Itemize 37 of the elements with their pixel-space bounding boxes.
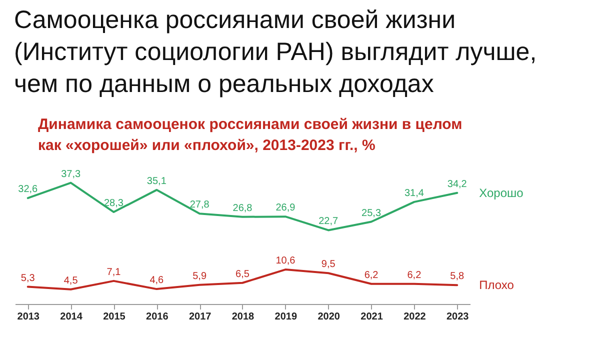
data-label: 5,8 [450, 271, 465, 282]
x-tick-label: 2013 [17, 312, 40, 322]
x-tick-label: 2023 [446, 312, 470, 322]
data-label: 28,3 [104, 198, 124, 210]
data-label: 26,8 [232, 202, 253, 214]
chart-title: Самооценка россиянами своей жизни (Институт социологии РАН) выглядит лучше, чем по данным о реальных доходах [13, 5, 538, 100]
data-label: 34,2 [447, 178, 468, 190]
series-label: Плохо [479, 278, 514, 292]
x-tick-label: 2014 [60, 312, 83, 322]
data-label: 10,6 [276, 256, 296, 267]
data-label: 5,9 [192, 270, 207, 282]
x-tick-label: 2022 [404, 312, 426, 322]
series-label: Хорошо [479, 186, 524, 200]
x-tick-label: 2018 [232, 312, 255, 322]
data-label: 22,7 [318, 216, 339, 228]
data-label: 9,5 [321, 259, 336, 270]
chart-subtitle: Динамика самооценок россиянами своей жизни в целом как «хорошей» или «плохой», 2013-2023 гг., % [37, 115, 464, 156]
data-label: 25,3 [362, 208, 382, 219]
x-tick-label: 2015 [103, 312, 126, 322]
data-label: 26,9 [276, 202, 296, 214]
data-label: 35,1 [146, 176, 167, 187]
data-label: 4,5 [64, 275, 78, 286]
data-label: 6,2 [407, 270, 422, 281]
data-label: 6,5 [236, 268, 250, 280]
data-label: 6,2 [364, 270, 379, 281]
x-tick-label: 2017 [188, 312, 212, 322]
data-label: 31,4 [404, 188, 424, 199]
data-label: 5,3 [20, 272, 36, 284]
x-tick-label: 2021 [360, 312, 384, 322]
data-label: 32,6 [18, 184, 38, 196]
x-tick-label: 2020 [318, 312, 340, 322]
data-label: 7,1 [106, 266, 122, 278]
data-label: 4,6 [150, 275, 164, 286]
data-label: 27,8 [190, 200, 210, 211]
x-tick-label: 2019 [274, 312, 298, 322]
x-tick-label: 2016 [146, 312, 169, 322]
data-label: 37,3 [61, 168, 81, 180]
